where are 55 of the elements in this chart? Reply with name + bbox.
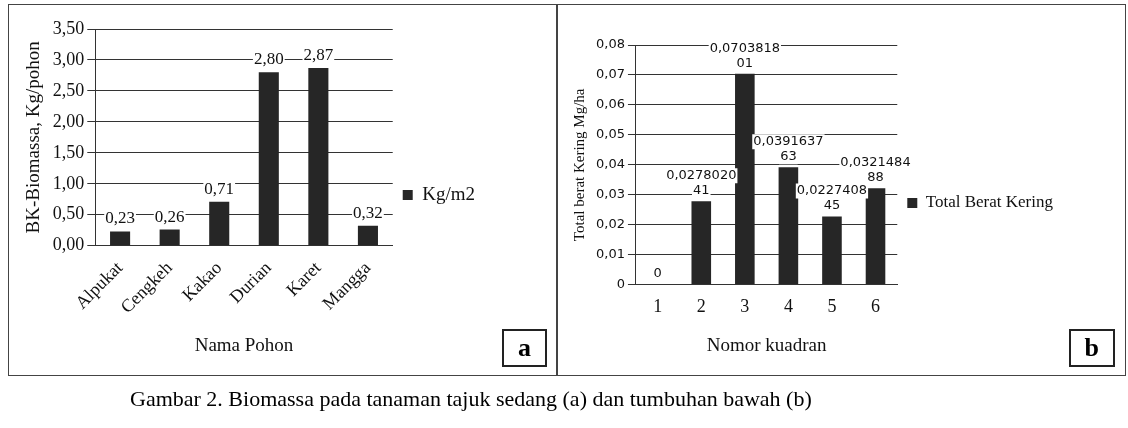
bar bbox=[209, 201, 230, 246]
y-tick-label: 0,01 bbox=[595, 246, 625, 262]
data-label: 0,027802041 bbox=[666, 167, 737, 198]
bar bbox=[110, 231, 131, 246]
y-tick-label: 0,08 bbox=[595, 36, 625, 52]
bar bbox=[691, 201, 712, 285]
x-tick-label: 2 bbox=[696, 296, 706, 317]
data-label: 2,80 bbox=[253, 49, 284, 69]
bar bbox=[357, 225, 378, 246]
bar bbox=[735, 73, 755, 285]
y-tick-label: 2,00 bbox=[52, 110, 85, 131]
y-tick-label: 3,00 bbox=[52, 48, 85, 69]
x-axis-title: Nama Pohon bbox=[194, 333, 294, 355]
x-axis-title: Nomor kuadran bbox=[706, 333, 827, 355]
y-tick-label: 3,50 bbox=[52, 17, 85, 38]
bar bbox=[308, 68, 329, 246]
data-label: 0,71 bbox=[204, 178, 235, 198]
y-tick-label: 0,07 bbox=[595, 66, 625, 82]
x-tick-label: 6 bbox=[871, 296, 881, 317]
y-tick-label: 1,00 bbox=[52, 172, 85, 193]
x-tick-label: 3 bbox=[740, 296, 750, 317]
x-tick-label: 1 bbox=[653, 296, 663, 317]
text: Gambar 2. Biomassa pada tanaman tajuk sedang (a) dan tumbuhan bawah (b) bbox=[130, 386, 812, 412]
y-tick-label: 0,04 bbox=[595, 156, 625, 172]
y-tick-label: 0,05 bbox=[595, 126, 625, 142]
bar bbox=[258, 72, 279, 246]
legend-label: Total Berat Kering bbox=[925, 192, 1054, 212]
bar bbox=[159, 229, 180, 246]
data-label: 0,32 bbox=[353, 202, 383, 222]
y-tick-label: 0,06 bbox=[595, 96, 625, 112]
bar bbox=[778, 167, 799, 285]
text: b bbox=[1068, 329, 1115, 367]
data-label: 0,070381801 bbox=[709, 39, 780, 70]
y-tick-label: 0,02 bbox=[595, 216, 625, 232]
bar bbox=[822, 216, 842, 285]
legend-label: Kg/m2 bbox=[422, 182, 475, 204]
data-label: 0,022740845 bbox=[796, 182, 868, 213]
x-tick-label: 4 bbox=[783, 296, 793, 317]
data-label: 0 bbox=[653, 265, 662, 281]
y-tick-label: 1,50 bbox=[52, 141, 85, 162]
y-axis-title: Total berat Kering Mg/ha bbox=[570, 88, 587, 242]
y-tick-label: 0,03 bbox=[595, 186, 625, 202]
y-tick-label: 0 bbox=[616, 275, 625, 291]
y-tick-label: 0,50 bbox=[52, 203, 85, 224]
data-label: 2,87 bbox=[303, 44, 334, 64]
data-label: 0,039163763 bbox=[753, 133, 824, 164]
y-axis-title: BK-Biomassa, Kg/pohon bbox=[22, 40, 44, 234]
text: a bbox=[502, 329, 547, 367]
data-label: 0,26 bbox=[154, 206, 185, 226]
data-label: 0,032148488 bbox=[840, 154, 911, 185]
data-label: 0,23 bbox=[105, 208, 135, 228]
bar bbox=[865, 188, 886, 285]
y-tick-label: 2,50 bbox=[52, 79, 85, 100]
y-tick-label: 0,00 bbox=[52, 234, 85, 255]
x-tick-label: 5 bbox=[827, 296, 837, 317]
